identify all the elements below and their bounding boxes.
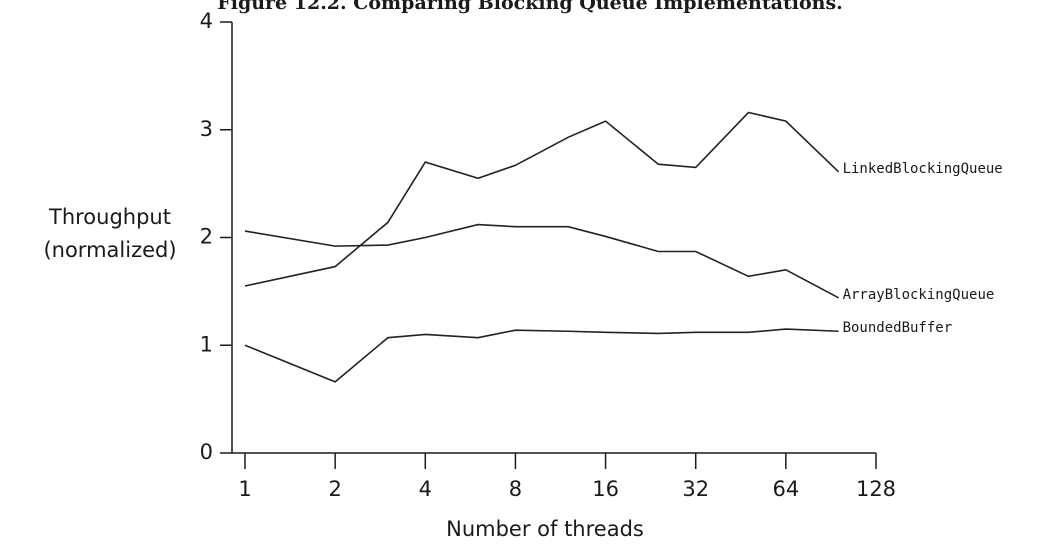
x-axis-label: Number of threads [446,517,644,541]
x-tick-label: 128 [856,477,896,501]
y-tick-label: 2 [200,225,213,249]
x-tick-label: 64 [772,477,799,501]
x-tick-label: 4 [419,477,432,501]
y-axis-label: Throughput [48,205,171,229]
x-tick-label: 8 [509,477,522,501]
series-line [244,223,839,299]
series-label: LinkedBlockingQueue [843,161,1003,177]
series-label: ArrayBlockingQueue [843,287,995,303]
y-tick-label: 3 [200,117,213,141]
x-tick-label: 16 [592,477,619,501]
y-axis-label: (normalized) [43,238,176,262]
y-tick-label: 4 [200,9,213,33]
x-tick-label: 1 [238,477,251,501]
chart-title: Figure 12.2. Comparing Blocking Queue Im… [217,0,843,14]
series-label: BoundedBuffer [843,320,953,336]
series-line [244,328,839,383]
series-line [244,111,840,287]
x-tick-label: 32 [682,477,709,501]
y-tick-label: 1 [200,332,213,356]
x-tick-label: 2 [328,477,341,501]
y-tick-label: 0 [200,440,213,464]
